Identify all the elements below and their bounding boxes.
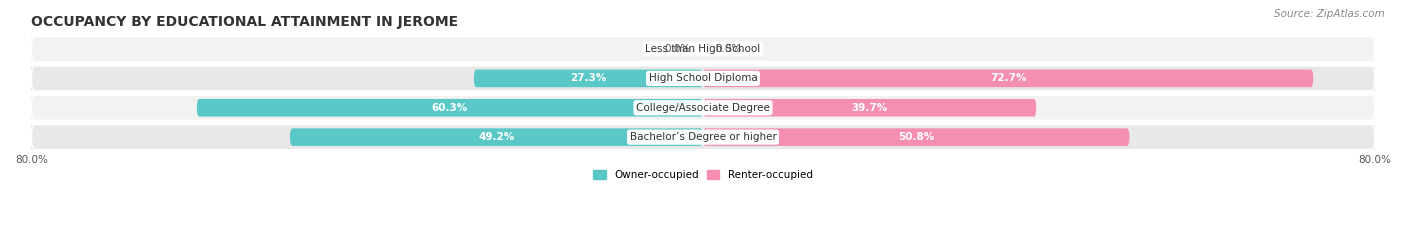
Text: 50.8%: 50.8% [898,132,935,142]
Text: High School Diploma: High School Diploma [648,73,758,83]
FancyBboxPatch shape [474,70,703,87]
FancyBboxPatch shape [703,128,1129,146]
FancyBboxPatch shape [31,95,1375,120]
FancyBboxPatch shape [31,66,1375,91]
Text: 49.2%: 49.2% [478,132,515,142]
FancyBboxPatch shape [31,125,1375,150]
Text: OCCUPANCY BY EDUCATIONAL ATTAINMENT IN JEROME: OCCUPANCY BY EDUCATIONAL ATTAINMENT IN J… [31,15,458,29]
Text: 0.0%: 0.0% [664,44,690,54]
Text: Source: ZipAtlas.com: Source: ZipAtlas.com [1274,9,1385,19]
Bar [31,95,1375,120]
Text: 60.3%: 60.3% [432,103,468,113]
Text: Bachelor’s Degree or higher: Bachelor’s Degree or higher [630,132,776,142]
FancyBboxPatch shape [703,70,1313,87]
Bar [31,66,1375,91]
Text: College/Associate Degree: College/Associate Degree [636,103,770,113]
Bar [31,125,1375,150]
Bar [31,37,1375,62]
Text: 0.0%: 0.0% [716,44,742,54]
FancyBboxPatch shape [290,128,703,146]
Legend: Owner-occupied, Renter-occupied: Owner-occupied, Renter-occupied [589,166,817,184]
Text: 72.7%: 72.7% [990,73,1026,83]
Text: 39.7%: 39.7% [852,103,887,113]
Text: 27.3%: 27.3% [571,73,606,83]
FancyBboxPatch shape [31,37,1375,62]
FancyBboxPatch shape [197,99,703,116]
FancyBboxPatch shape [703,99,1036,116]
Text: Less than High School: Less than High School [645,44,761,54]
